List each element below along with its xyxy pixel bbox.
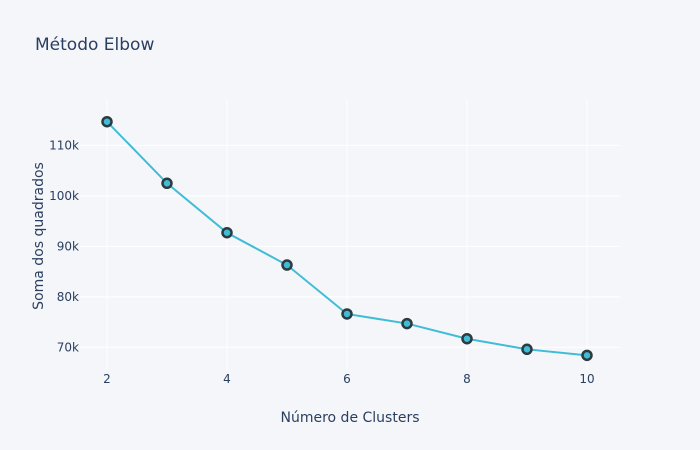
series-markers — [101, 115, 593, 362]
data-point — [581, 349, 593, 362]
data-point — [101, 115, 113, 128]
y-axis-ticks: 70k 80k 90k 100k 110k — [49, 138, 79, 354]
x-tick-label: 6 — [343, 372, 351, 386]
x-tick-label: 4 — [223, 372, 231, 386]
y-tick-label: 90k — [57, 239, 79, 253]
y-tick-label: 110k — [49, 138, 79, 152]
data-point — [401, 317, 413, 330]
x-tick-label: 8 — [463, 372, 471, 386]
x-axis-ticks: 2 4 6 8 10 — [103, 372, 594, 386]
y-tick-label: 80k — [57, 290, 79, 304]
x-axis-title: Número de Clusters — [281, 410, 420, 426]
data-point — [521, 343, 533, 356]
y-tick-label: 100k — [49, 189, 79, 203]
x-tick-label: 10 — [579, 372, 594, 386]
gridlines — [80, 100, 620, 370]
data-point — [461, 332, 473, 345]
data-point — [281, 259, 293, 271]
x-tick-label: 2 — [103, 372, 111, 386]
data-point — [341, 308, 353, 320]
y-tick-label: 70k — [57, 340, 79, 354]
y-axis-title: Soma dos quadrados — [31, 162, 47, 310]
chart-title: Método Elbow — [35, 35, 154, 55]
data-point — [221, 226, 233, 239]
data-point — [161, 177, 173, 190]
